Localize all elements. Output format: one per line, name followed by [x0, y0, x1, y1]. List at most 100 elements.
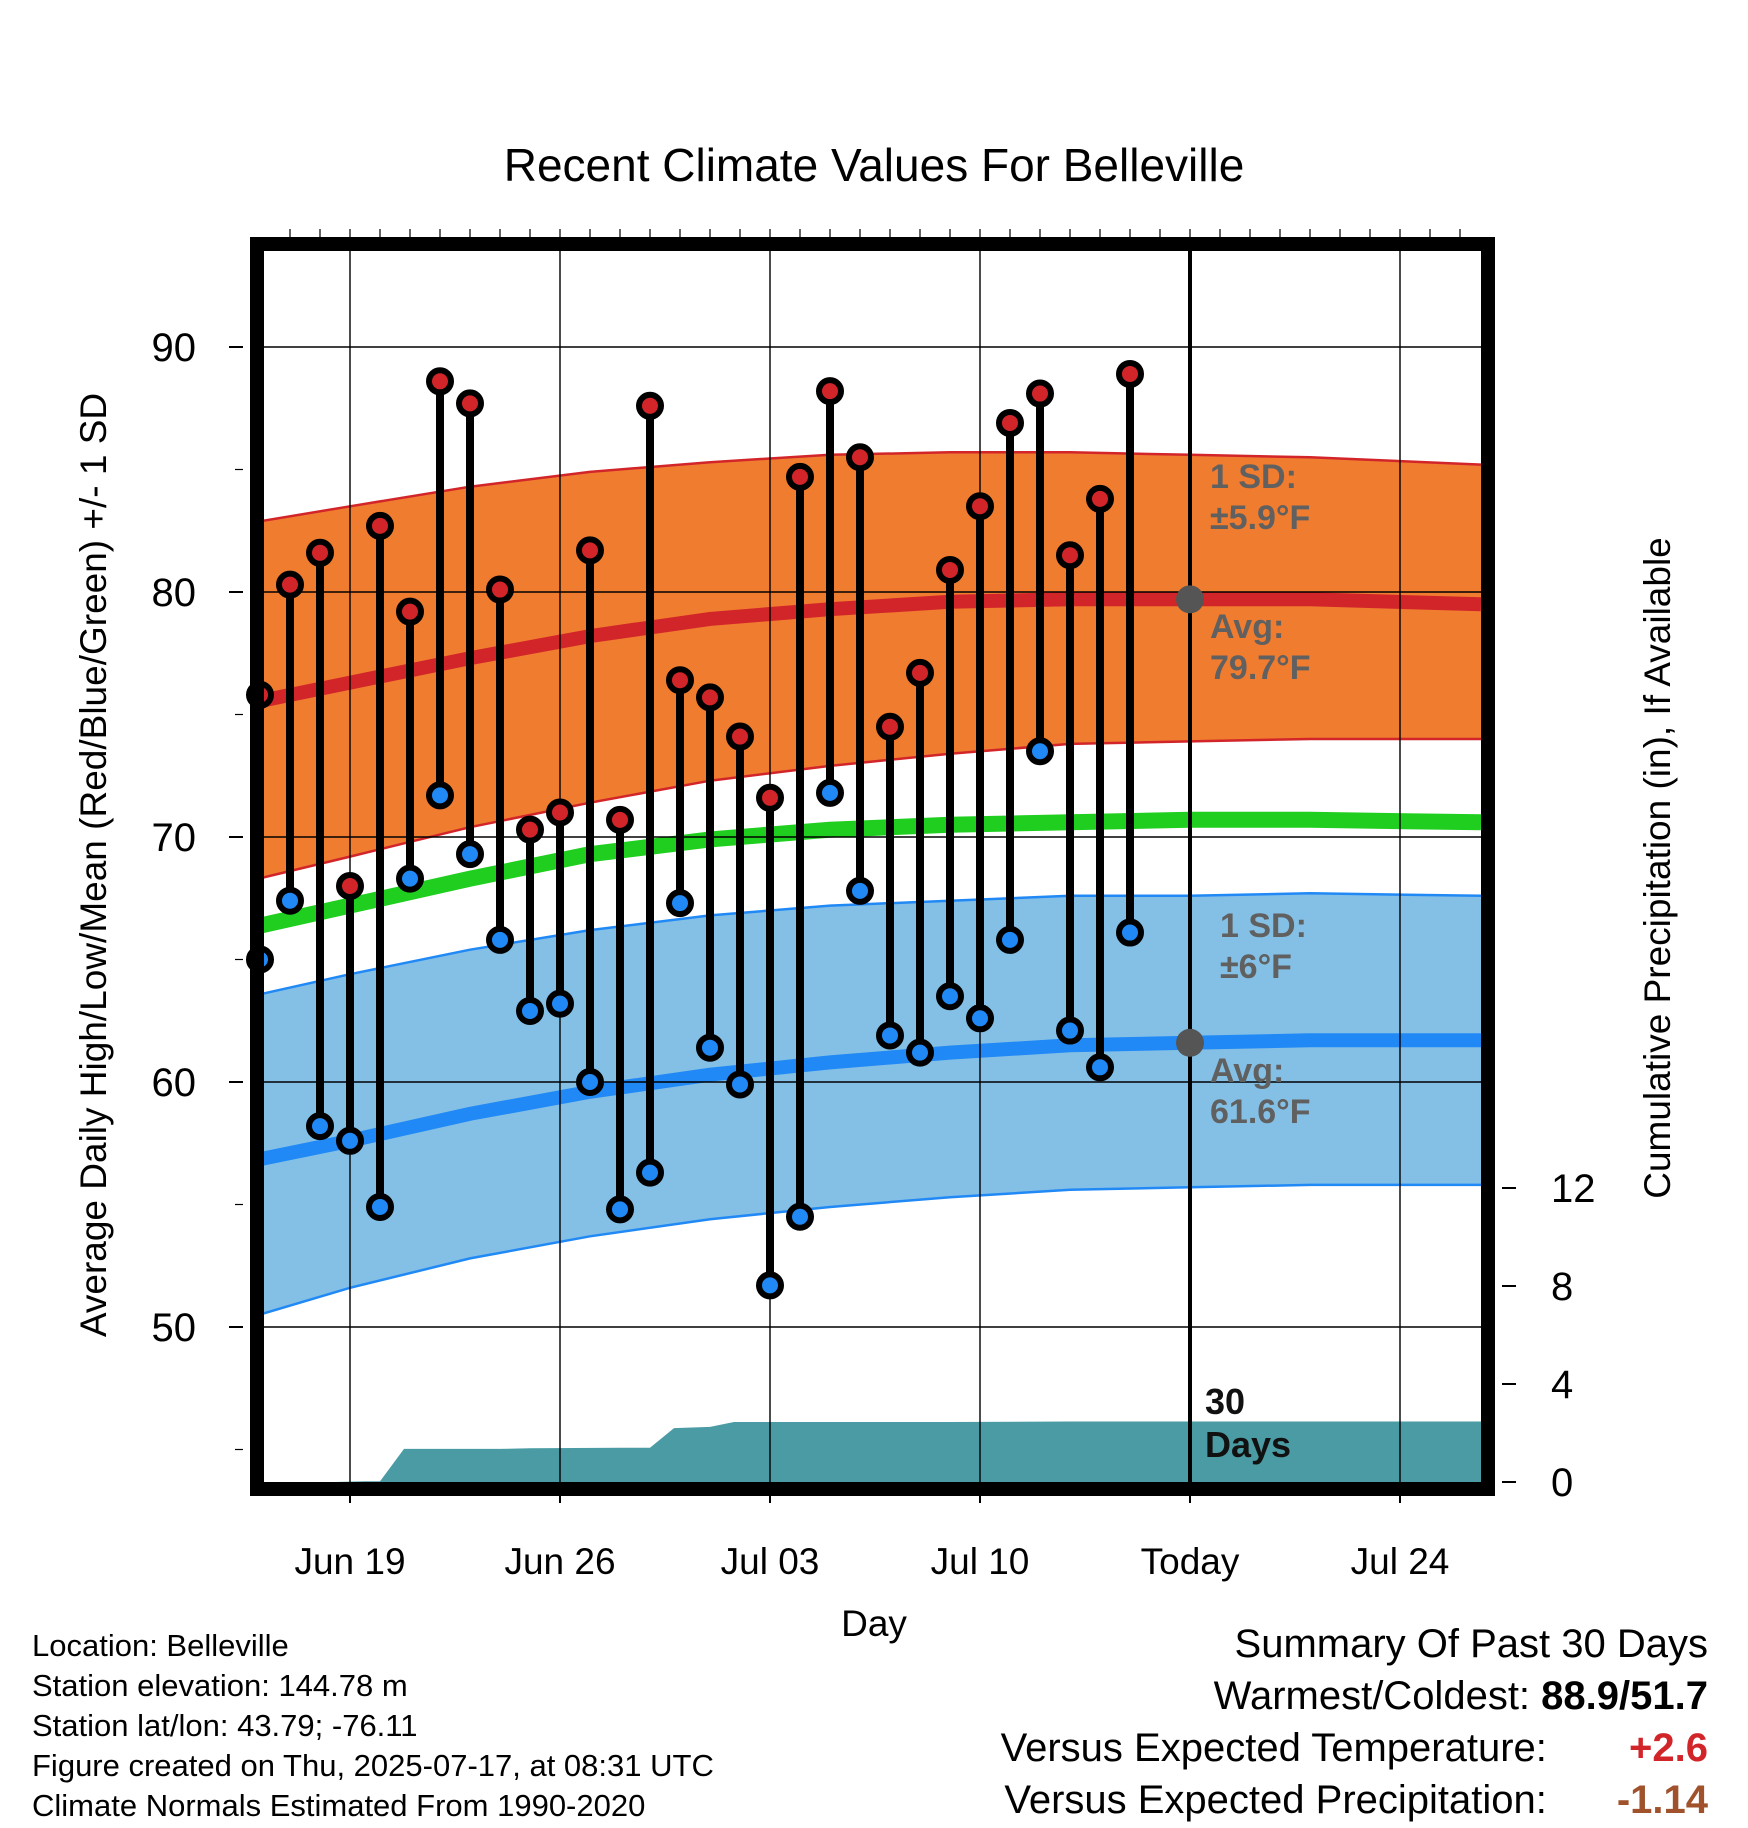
daily-high-point	[756, 783, 784, 812]
y-right-tick-label: 0	[1551, 1461, 1573, 1505]
warmest-label: Warmest/Coldest:	[1213, 1674, 1531, 1718]
daily-low-point	[606, 1195, 634, 1224]
daily-low-point	[456, 840, 484, 869]
daily-low-point	[516, 996, 544, 1025]
station-info: Location: Belleville Station elevation: …	[32, 1626, 714, 1826]
daily-high-point	[396, 597, 424, 626]
daily-high-point	[336, 872, 364, 900]
daily-low-point	[486, 925, 514, 954]
daily-high-point	[636, 391, 664, 420]
summary-warmest-row: Warmest/Coldest: 88.9/51.7	[1001, 1670, 1708, 1722]
y-right-tick-label: 8	[1551, 1265, 1573, 1309]
high-sd-label: 1 SD: ±5.9°F	[1210, 458, 1310, 537]
y-right-tick-label: 12	[1551, 1167, 1596, 1211]
precip-value: -1.14	[1616, 1778, 1708, 1822]
today-high-avg-marker	[1176, 585, 1204, 614]
daily-high-point	[786, 462, 814, 491]
y-right-axis-label: Cumulative Precipitation (in), If Availa…	[1637, 537, 1678, 1199]
daily-low-point	[306, 1112, 334, 1141]
daily-high-point	[1026, 379, 1054, 408]
precip-label: Versus Expected Precipitation:	[1004, 1778, 1547, 1822]
plot-frame	[250, 237, 1495, 1496]
summary-temp-row: Versus Expected Temperature: +2.6	[1001, 1722, 1708, 1774]
daily-low-point	[876, 1021, 904, 1050]
daily-high-point	[486, 575, 514, 604]
high-avg-label: Avg: 79.7°F	[1210, 608, 1311, 687]
temp-label: Versus Expected Temperature:	[1000, 1726, 1547, 1770]
y-tick-label: 90	[152, 326, 197, 370]
y-axis-label: Average Daily High/Low/Mean (Red/Blue/Gr…	[73, 393, 114, 1337]
elevation-text: Station elevation: 144.78 m	[32, 1668, 408, 1703]
x-tick-label: Today	[1141, 1541, 1240, 1582]
precip-period-label: 30 Days	[1205, 1381, 1291, 1465]
y-tick-label: 50	[152, 1306, 197, 1350]
daily-high-point	[576, 536, 604, 565]
x-tick-label: Jun 19	[294, 1541, 405, 1582]
daily-low-point	[366, 1192, 394, 1221]
summary-panel: Summary Of Past 30 Days Warmest/Coldest:…	[1001, 1618, 1708, 1826]
daily-high-point	[936, 555, 964, 584]
normal-mean-line	[264, 811, 1481, 933]
summary-title: Summary Of Past 30 Days	[1234, 1622, 1708, 1666]
normals-text: Climate Normals Estimated From 1990-2020	[32, 1788, 646, 1823]
daily-low-point	[1086, 1053, 1114, 1082]
daily-high-point	[546, 798, 574, 827]
x-tick-label: Jul 10	[931, 1541, 1030, 1582]
created-text: Figure created on Thu, 2025-07-17, at 08…	[32, 1748, 714, 1783]
daily-low-point	[696, 1033, 724, 1062]
daily-low-point	[996, 925, 1024, 954]
daily-high-point	[876, 712, 904, 741]
daily-high-point	[996, 408, 1024, 437]
normal-low-upper-edge	[264, 892, 1481, 995]
x-tick-label: Jun 26	[504, 1541, 615, 1582]
warmest-value: 88.9/51.7	[1541, 1674, 1708, 1718]
low-avg-label: Avg: 61.6°F	[1210, 1052, 1311, 1131]
daily-high-point	[426, 367, 454, 396]
low-sd-label: 1 SD: ±6°F	[1220, 907, 1307, 986]
y-tick-label: 60	[152, 1061, 197, 1105]
daily-high-point	[606, 805, 634, 834]
daily-low-point	[576, 1068, 604, 1096]
daily-high-point	[1086, 484, 1114, 513]
summary-precip-row: Versus Expected Precipitation: -1.14	[1001, 1774, 1708, 1826]
daily-low-point	[936, 982, 964, 1011]
daily-low-point	[1056, 1016, 1084, 1045]
daily-high-point	[846, 443, 874, 472]
today-low-avg-marker	[1176, 1028, 1204, 1057]
daily-high-point	[1116, 359, 1144, 388]
daily-high-point	[696, 683, 724, 712]
x-axis-label: Day	[841, 1603, 907, 1644]
daily-low-point	[966, 1004, 994, 1033]
y-tick-label: 80	[152, 571, 197, 615]
daily-low-point	[546, 989, 574, 1018]
daily-high-point	[966, 492, 994, 521]
daily-low-point	[906, 1038, 934, 1067]
daily-low-point	[426, 781, 454, 810]
daily-low-point	[666, 889, 694, 918]
daily-high-point	[906, 658, 934, 687]
daily-low-point	[276, 886, 304, 915]
daily-high-point	[366, 511, 394, 540]
x-tick-label: Jul 24	[1351, 1541, 1450, 1582]
daily-high-point	[666, 666, 694, 695]
daily-high-point	[816, 377, 844, 406]
daily-high-point	[276, 570, 304, 599]
latlon-text: Station lat/lon: 43.79; -76.11	[32, 1708, 418, 1743]
chart-title: Recent Climate Values For Belleville	[504, 139, 1245, 191]
daily-high-point	[306, 538, 334, 567]
y-tick-label: 70	[152, 816, 197, 860]
daily-high-point	[1056, 541, 1084, 570]
daily-low-point	[336, 1126, 364, 1155]
temp-value: +2.6	[1629, 1726, 1708, 1770]
normal-high-sd-band	[264, 452, 1481, 878]
daily-high-point	[516, 815, 544, 844]
normal-low-mean-line	[264, 1033, 1481, 1166]
y-right-tick-label: 4	[1551, 1363, 1573, 1407]
daily-low-point	[1116, 918, 1144, 947]
daily-low-point	[636, 1158, 664, 1187]
daily-high-point	[726, 722, 754, 751]
daily-low-point	[846, 876, 874, 905]
daily-low-point	[1026, 737, 1054, 766]
x-tick-label: Jul 03	[721, 1541, 820, 1582]
